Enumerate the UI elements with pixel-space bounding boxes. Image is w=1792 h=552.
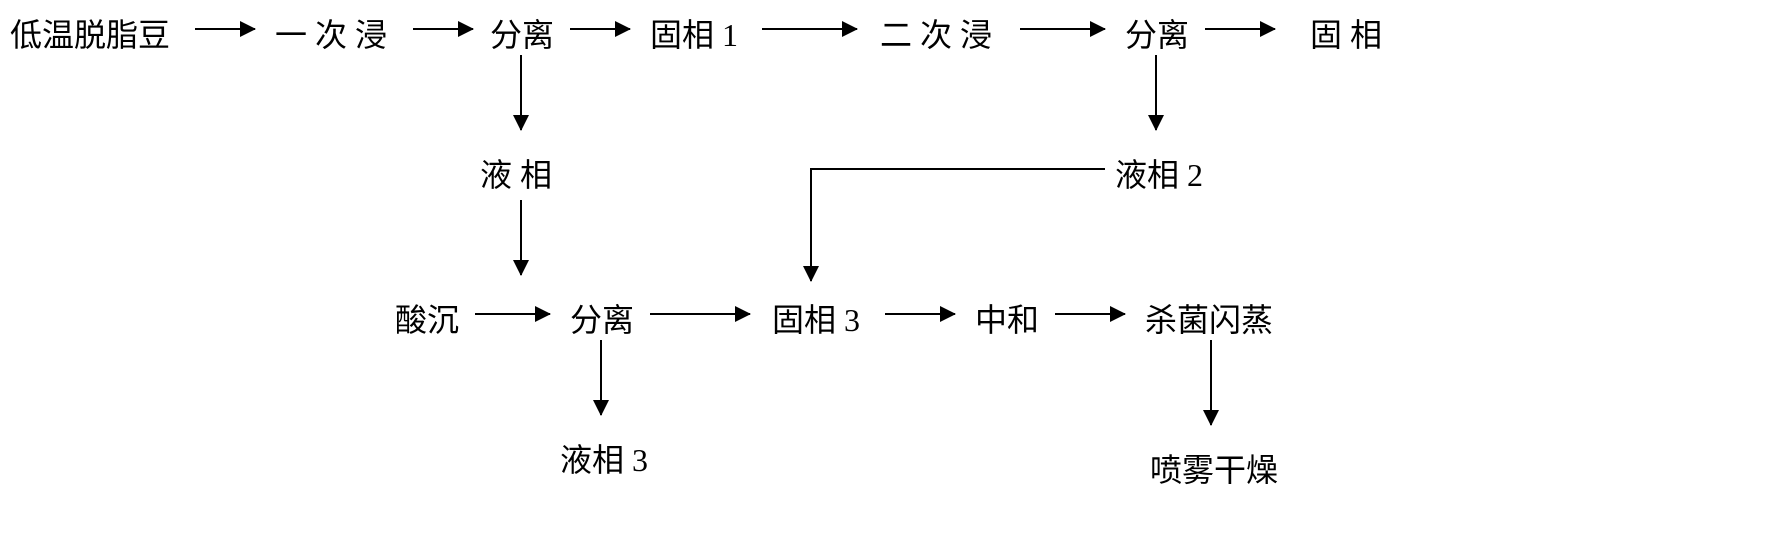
node-neutralize: 中和: [975, 295, 1039, 341]
arrow-flash-down: [1210, 340, 1212, 425]
arrow-r1-4: [762, 28, 857, 30]
liq2-elbow-arrow: [810, 263, 812, 281]
arrow-r1-2: [413, 28, 473, 30]
arrow-r3-2: [650, 313, 750, 315]
node-liquid-1: 液 相: [480, 150, 552, 196]
arrow-sep1-down: [520, 55, 522, 130]
node-acid-precip: 酸沉: [395, 295, 459, 341]
node-sterilize-flash: 杀菌闪蒸: [1145, 295, 1273, 341]
node-spray-dry: 喷雾干燥: [1150, 445, 1278, 491]
node-second-soak: 二 次 浸: [880, 10, 992, 56]
node-solid-3: 固相 3: [772, 295, 860, 341]
node-solid-phase: 固 相: [1310, 10, 1382, 56]
arrow-r3-3: [885, 313, 955, 315]
node-solid-1: 固相 1: [650, 10, 738, 56]
node-liquid-2: 液相 2: [1115, 150, 1203, 196]
arrow-liq1-down: [520, 200, 522, 275]
arrow-r1-1: [195, 28, 255, 30]
node-defatted-soybean: 低温脱脂豆: [10, 10, 170, 56]
node-separate-3: 分离: [570, 295, 634, 341]
liq2-elbow-h: [810, 168, 1105, 170]
arrow-sep2-down: [1155, 55, 1157, 130]
arrow-sep3-down: [600, 340, 602, 415]
liq2-elbow-v: [810, 168, 812, 263]
node-separate-1: 分离: [490, 10, 554, 56]
arrow-r1-6: [1205, 28, 1275, 30]
node-liquid-3: 液相 3: [560, 435, 648, 481]
arrow-r1-5: [1020, 28, 1105, 30]
arrow-r3-1: [475, 313, 550, 315]
arrow-r1-3: [570, 28, 630, 30]
node-first-soak: 一 次 浸: [275, 10, 387, 56]
node-separate-2: 分离: [1125, 10, 1189, 56]
arrow-r3-4: [1055, 313, 1125, 315]
